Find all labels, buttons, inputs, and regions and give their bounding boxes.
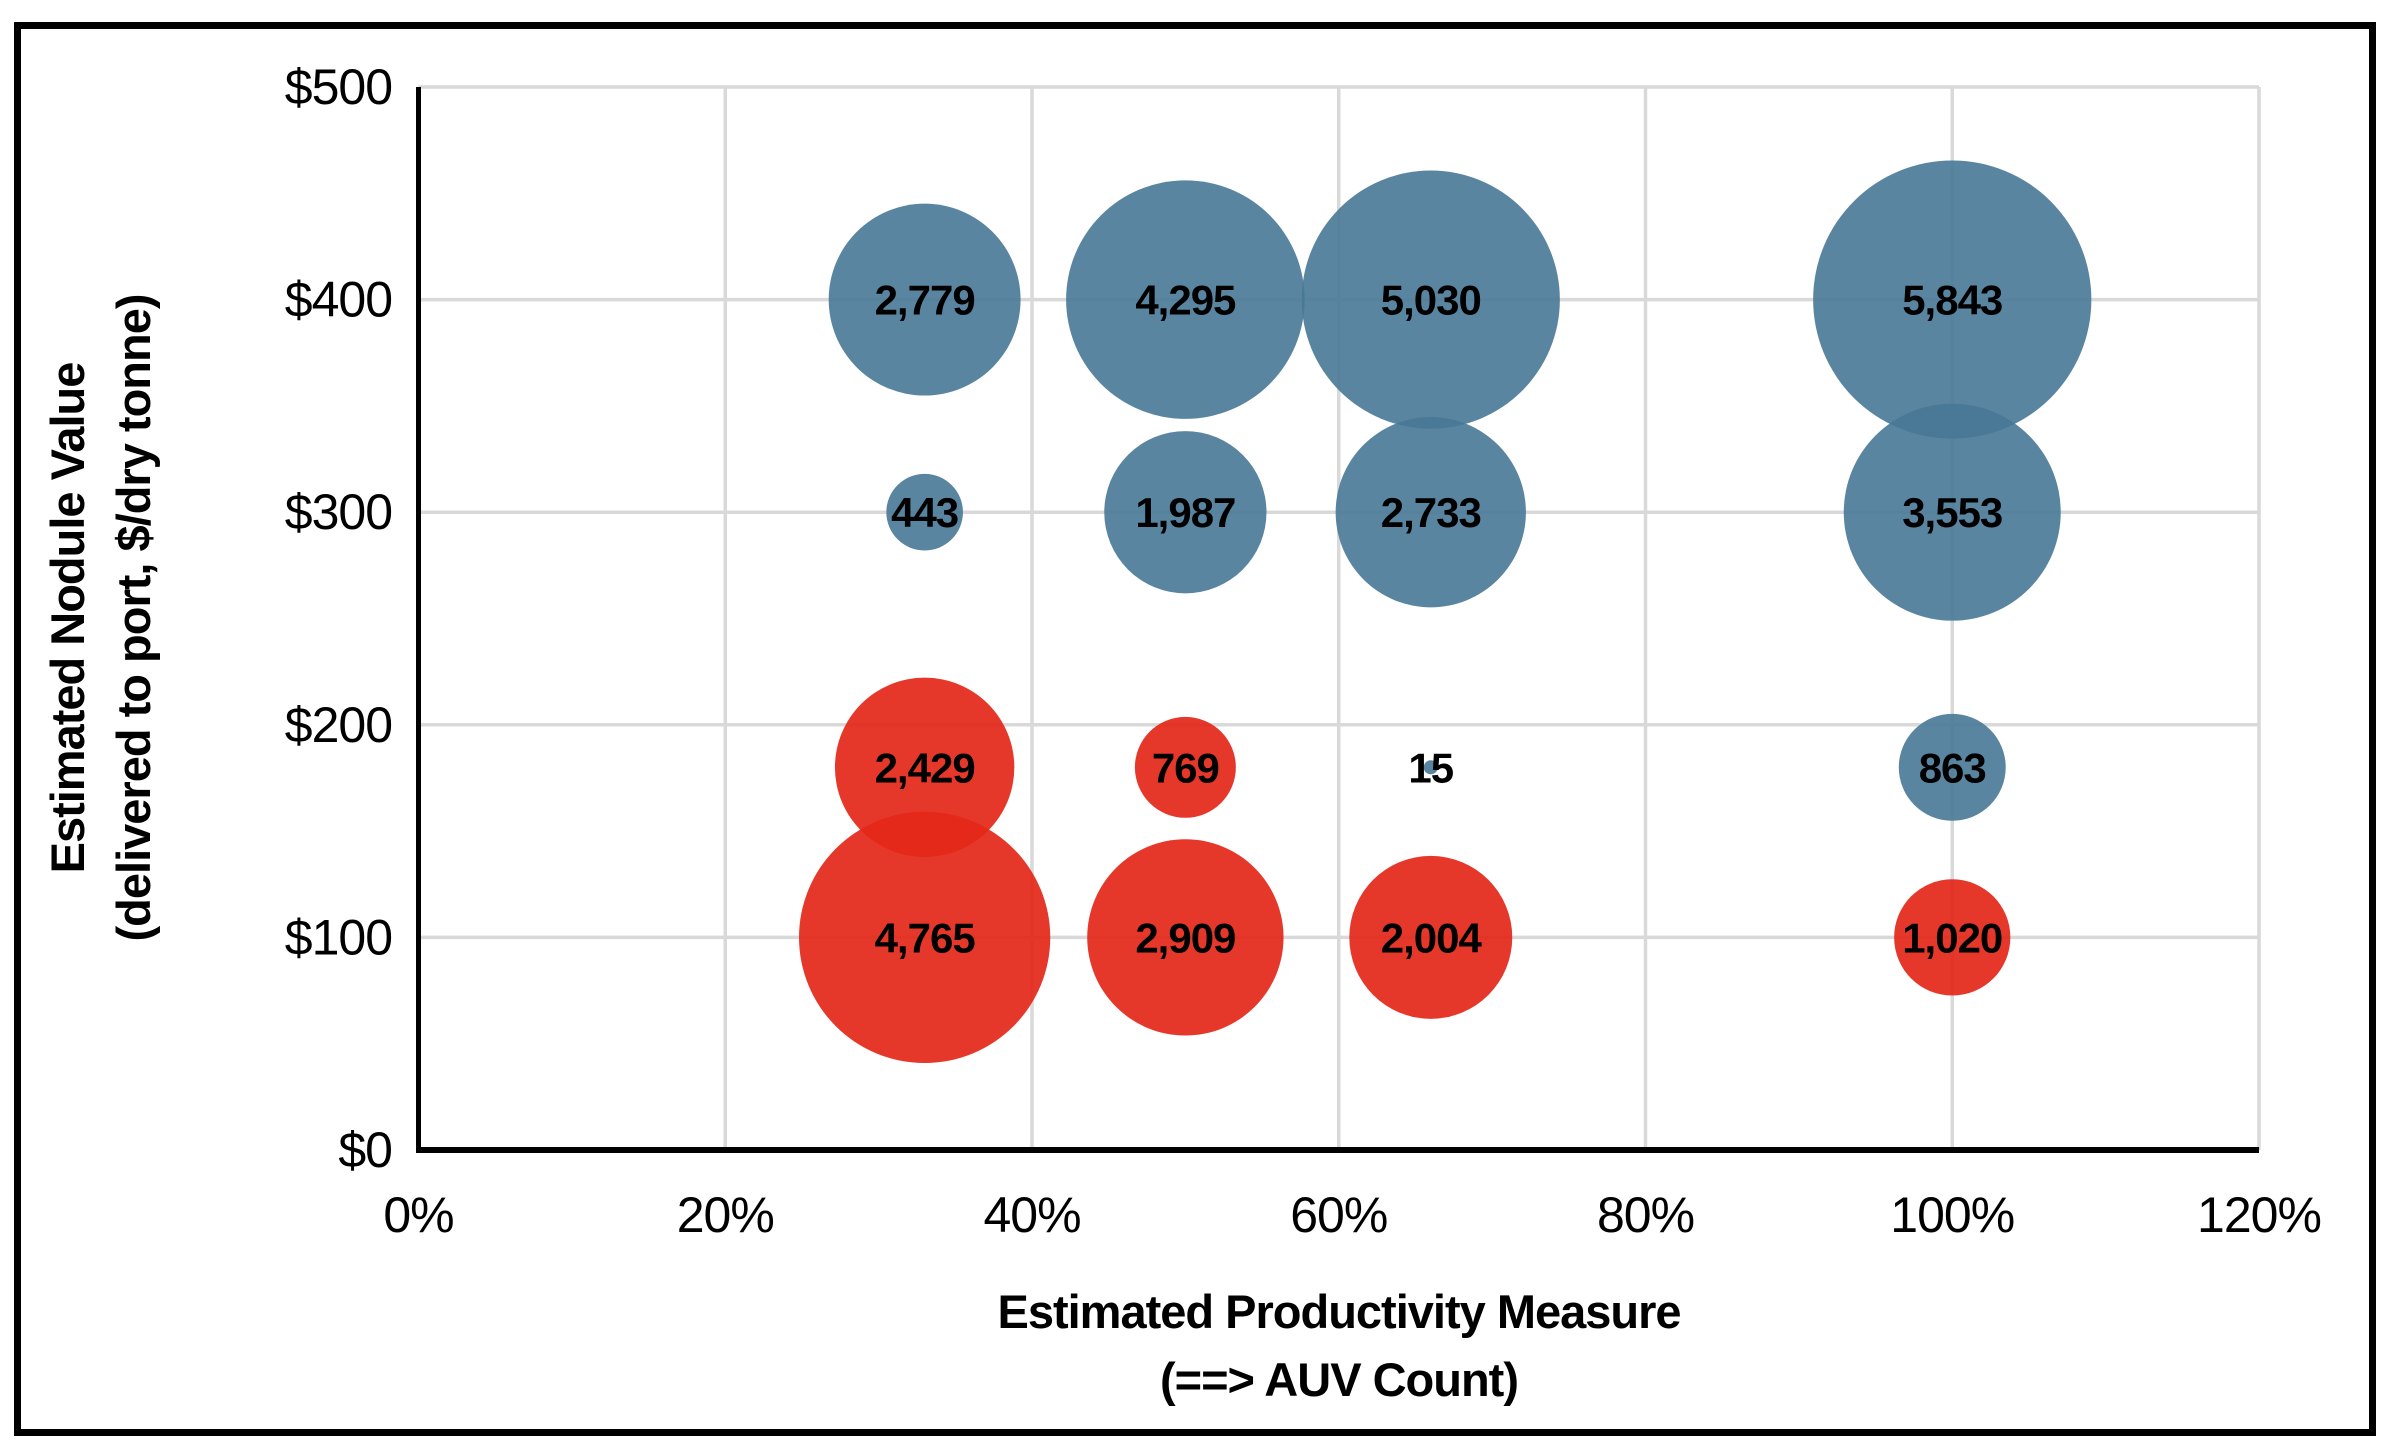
bubbles bbox=[799, 160, 2092, 1064]
x-tick-label: 20% bbox=[677, 1187, 774, 1243]
bubble-value-label: 1,020 bbox=[1902, 914, 2002, 961]
y-tick-label: $500 bbox=[285, 59, 392, 115]
bubble-value-label: 5,843 bbox=[1902, 277, 2002, 324]
bubble-value-label: 15 bbox=[1408, 744, 1453, 791]
red-series-bubble bbox=[1134, 716, 1236, 818]
bubble-value-label: 1,987 bbox=[1135, 489, 1235, 536]
blue-series-bubble bbox=[1335, 417, 1526, 608]
x-tick-label: 60% bbox=[1290, 1187, 1387, 1243]
blue-series-bubble bbox=[1104, 431, 1267, 594]
bubble-value-label: 2,429 bbox=[875, 744, 975, 791]
bubble-value-label: 4,765 bbox=[875, 914, 976, 961]
y-tick-label: $300 bbox=[285, 484, 392, 540]
x-tick-label: 120% bbox=[2197, 1187, 2321, 1243]
x-axis-title-line2: (==> AUV Count) bbox=[1160, 1353, 1518, 1406]
bubble-value-label: 2,779 bbox=[875, 277, 975, 324]
x-axis-title-line1: Estimated Productivity Measure bbox=[997, 1285, 1680, 1338]
blue-series-bubble bbox=[1423, 760, 1438, 775]
blue-series-bubble bbox=[828, 203, 1021, 396]
blue-series-bubble bbox=[886, 473, 963, 551]
blue-series-bubble bbox=[1813, 160, 2092, 439]
blue-series-bubble bbox=[1898, 713, 2006, 821]
axis-lines bbox=[416, 87, 2259, 1153]
y-tick-label: $0 bbox=[338, 1122, 392, 1178]
y-axis-title-line2: (delivered to port, $/dry tonne) bbox=[107, 295, 160, 942]
bubble-value-label: 2,909 bbox=[1135, 914, 1235, 961]
y-tick-label: $200 bbox=[285, 697, 392, 753]
x-tick-label: 80% bbox=[1597, 1187, 1694, 1243]
red-series-bubble bbox=[799, 811, 1051, 1064]
bubble-value-label: 443 bbox=[891, 489, 958, 536]
bubble-value-label: 4,295 bbox=[1135, 277, 1236, 324]
red-series-bubble bbox=[834, 677, 1015, 858]
y-tick-label: $400 bbox=[285, 272, 392, 328]
bubble-value-label: 5,030 bbox=[1381, 277, 1481, 324]
tick-labels: $0 $100 $200 $300 $400 $500 0% 20% 40% 60% 80% 100%… bbox=[285, 59, 2322, 1243]
blue-series-bubble bbox=[1066, 180, 1305, 419]
y-tick-label: $100 bbox=[285, 909, 392, 965]
x-tick-label: 40% bbox=[983, 1187, 1080, 1243]
bubble-value-label: 769 bbox=[1152, 744, 1219, 791]
red-series-bubble bbox=[1894, 879, 2011, 996]
blue-series-bubble bbox=[1301, 170, 1560, 429]
x-tick-label: 0% bbox=[383, 1187, 453, 1243]
red-series-bubble bbox=[1349, 855, 1513, 1019]
red-series-bubble bbox=[1087, 839, 1284, 1036]
y-axis-title-line1: Estimated Nodule Value bbox=[41, 363, 94, 874]
blue-series-bubble bbox=[1843, 403, 2061, 621]
bubble-value-label: 863 bbox=[1919, 744, 1986, 791]
bubble-value-label: 2,733 bbox=[1381, 489, 1481, 536]
x-tick-label: 100% bbox=[1890, 1187, 2014, 1243]
bubble-value-label: 3,553 bbox=[1902, 489, 2002, 536]
bubble-labels: 2,779 4,295 5,030 5,843 443 1,987 2,733 3,553 15… bbox=[875, 277, 2004, 962]
bubble-value-label: 2,004 bbox=[1381, 914, 1483, 961]
